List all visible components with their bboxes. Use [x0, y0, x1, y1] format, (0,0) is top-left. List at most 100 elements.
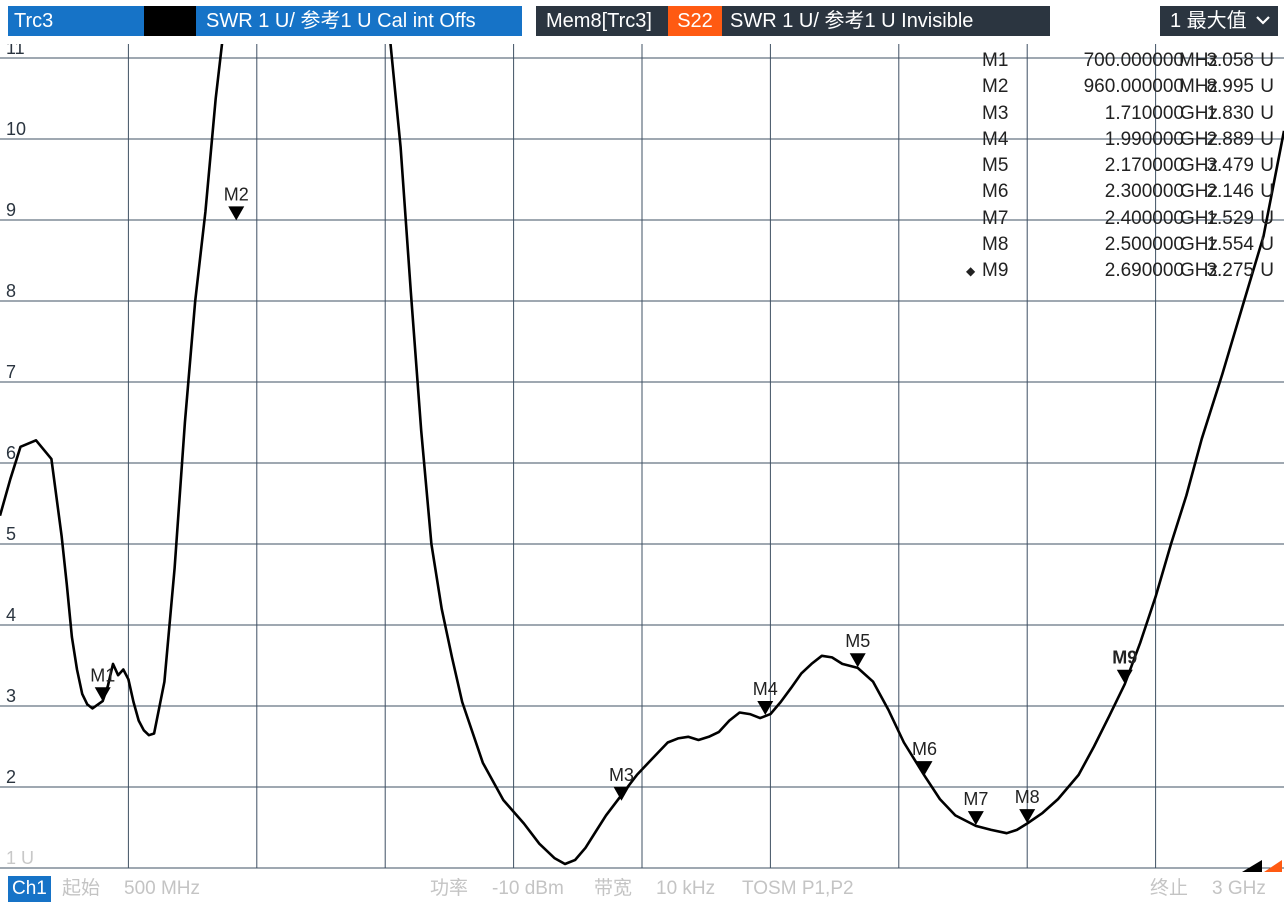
marker-name: M2: [982, 76, 1009, 98]
marker-value: 1.554: [1206, 234, 1254, 256]
swr-trace-line: [0, 44, 1284, 866]
marker-row-m8[interactable]: M8 2.500000 GHz 1.554 U: [962, 232, 1276, 258]
marker-value-unit: U: [1260, 181, 1274, 203]
marker-m3[interactable]: M3: [609, 765, 634, 801]
y-tick-label: 10: [6, 119, 26, 139]
marker-name: M1: [982, 50, 1009, 71]
swr-chart[interactable]: 1 U 2 3 4 5 6 7 8 9 10 11 M1 M2 M3 M4 M5 M6 M7 M8 M9: [0, 44, 1284, 872]
marker-m2[interactable]: M2: [224, 184, 249, 221]
marker-triangle-icon: [849, 653, 866, 668]
ref-level-arrow-icon: [1242, 860, 1262, 872]
marker-value: 2.146: [1206, 181, 1254, 203]
y-tick-label: 8: [6, 281, 16, 301]
power-label: 功率: [430, 878, 469, 899]
marker-label: M6: [912, 739, 937, 759]
y-tick-label: 9: [6, 200, 16, 220]
marker-label: M5: [845, 631, 870, 651]
marker-name: M4: [982, 128, 1009, 150]
stop-label: 终止: [1150, 878, 1189, 899]
marker-frequency-unit: MHz: [1178, 76, 1218, 98]
y-tick-label: 5: [6, 524, 16, 544]
trace-name-tab[interactable]: Trc3: [8, 6, 144, 36]
marker-triangle-icon: [94, 687, 111, 702]
marker-label: M3: [609, 765, 634, 785]
marker-frequency-unit: GHz: [1180, 260, 1218, 282]
start-frequency[interactable]: 500 MHz: [124, 878, 201, 899]
marker-triangle-icon: [228, 206, 245, 221]
marker-m6[interactable]: M6: [912, 739, 937, 776]
marker-frequency: 2.400000: [1104, 207, 1184, 229]
marker-frequency: 2.300000: [1104, 181, 1184, 203]
marker-label: M9: [1112, 648, 1137, 668]
marker-frequency-unit: GHz: [1180, 207, 1218, 229]
y-tick-label: 11: [6, 44, 25, 58]
marker-value: 2.889: [1206, 128, 1254, 150]
marker-frequency-unit: GHz: [1180, 155, 1218, 177]
marker-value: 1.830: [1206, 102, 1254, 124]
marker-triangle-icon: [916, 761, 933, 776]
marker-row-m2[interactable]: M2 960.000000 MHz 8.995 U: [962, 74, 1276, 100]
marker-frequency-unit: GHz: [1180, 102, 1218, 124]
marker-m7[interactable]: M7: [963, 789, 988, 826]
marker-frequency-unit: MHz: [1178, 50, 1218, 71]
marker-name: M5: [982, 155, 1009, 177]
marker-row-m6[interactable]: M6 2.300000 GHz 2.146 U: [962, 179, 1276, 205]
marker-frequency-unit: GHz: [1180, 128, 1218, 150]
marker-value: 8.995: [1206, 76, 1254, 98]
marker-frequency: 2.500000: [1104, 234, 1184, 256]
marker-value-unit: U: [1260, 50, 1274, 71]
trace-settings-label[interactable]: SWR 1 U/ 参考1 U Cal int Offs: [196, 6, 522, 36]
marker-value-unit: U: [1260, 260, 1274, 282]
channel-label[interactable]: Ch1: [8, 876, 51, 902]
stop-frequency[interactable]: 3 GHz: [1212, 878, 1266, 899]
y-tick-label: 6: [6, 443, 16, 463]
marker-row-m9[interactable]: ◆ M9 2.690000 GHz 3.275 U: [962, 258, 1276, 284]
marker-row-m1[interactable]: M1 700.000000 MHz 3.058 U: [962, 48, 1276, 74]
marker-triangle-icon: [967, 811, 984, 826]
marker-m9[interactable]: M9: [1112, 648, 1137, 684]
memory-trace-name: Mem8[Trc3]: [546, 10, 652, 32]
memory-trace-parameter: S22: [668, 6, 722, 36]
marker-value: 3.479: [1206, 155, 1254, 177]
calibration-label: TOSM P1,P2: [742, 878, 854, 899]
marker-name: M9: [982, 260, 1009, 282]
active-marker-dot-icon: ◆: [966, 264, 976, 279]
marker-label: M2: [224, 184, 249, 204]
marker-name: M6: [982, 181, 1009, 203]
marker-row-m5[interactable]: M5 2.170000 GHz 3.479 U: [962, 153, 1276, 179]
marker-triangle-icon: [1019, 809, 1036, 824]
trace-color-swatch[interactable]: [144, 6, 196, 36]
marker-value-unit: U: [1260, 155, 1274, 177]
marker-value: 3.275: [1206, 260, 1254, 282]
marker-m4[interactable]: M4: [753, 679, 778, 715]
y-tick-label: 1 U: [6, 848, 34, 868]
memory-trace-tab[interactable]: Mem8[Trc3] S22 SWR 1 U/ 参考1 U Invisible: [536, 6, 1050, 36]
start-label: 起始: [62, 878, 101, 899]
marker-value-unit: U: [1260, 207, 1274, 229]
trace-header-bar: Trc3 SWR 1 U/ 参考1 U Cal int Offs Mem8[Tr…: [0, 0, 1284, 44]
marker-frequency: 2.170000: [1104, 155, 1184, 177]
y-axis-tick-labels: 1 U 2 3 4 5 6 7 8 9 10 11: [6, 44, 34, 868]
marker-frequency: 960.000000: [1083, 76, 1184, 98]
marker-frequency-unit: GHz: [1180, 234, 1218, 256]
marker-readout-table: M1 700.000000 MHz 3.058 U M2 960.000000 MHz 8.99…: [962, 48, 1276, 285]
bandwidth-value[interactable]: 10 kHz: [656, 878, 716, 899]
marker-value-unit: U: [1260, 76, 1274, 98]
scale-menu-button[interactable]: 1 最大值: [1160, 6, 1278, 36]
marker-m1[interactable]: M1: [90, 665, 115, 702]
channel-status-bar: Ch1 起始 500 MHz 功率 -10 dBm 带宽 10 kHz TOSM…: [0, 872, 1284, 904]
scale-menu-label: 1 最大值: [1170, 10, 1247, 32]
marker-layer: M1 M2 M3 M4 M5 M6 M7 M8 M9: [90, 184, 1137, 826]
marker-row-m3[interactable]: M3 1.710000 GHz 1.830 U: [962, 101, 1276, 127]
marker-m5[interactable]: M5: [845, 631, 870, 668]
marker-value: 3.058: [1206, 50, 1254, 71]
marker-triangle-icon: [1116, 669, 1133, 684]
marker-name: M3: [982, 102, 1009, 124]
marker-row-m7[interactable]: M7 2.400000 GHz 1.529 U: [962, 206, 1276, 232]
marker-label: M7: [963, 789, 988, 809]
y-tick-label: 7: [6, 362, 16, 382]
power-value[interactable]: -10 dBm: [492, 878, 564, 899]
y-tick-label: 4: [6, 605, 16, 625]
marker-row-m4[interactable]: M4 1.990000 GHz 2.889 U: [962, 127, 1276, 153]
marker-m8[interactable]: M8: [1015, 787, 1040, 824]
